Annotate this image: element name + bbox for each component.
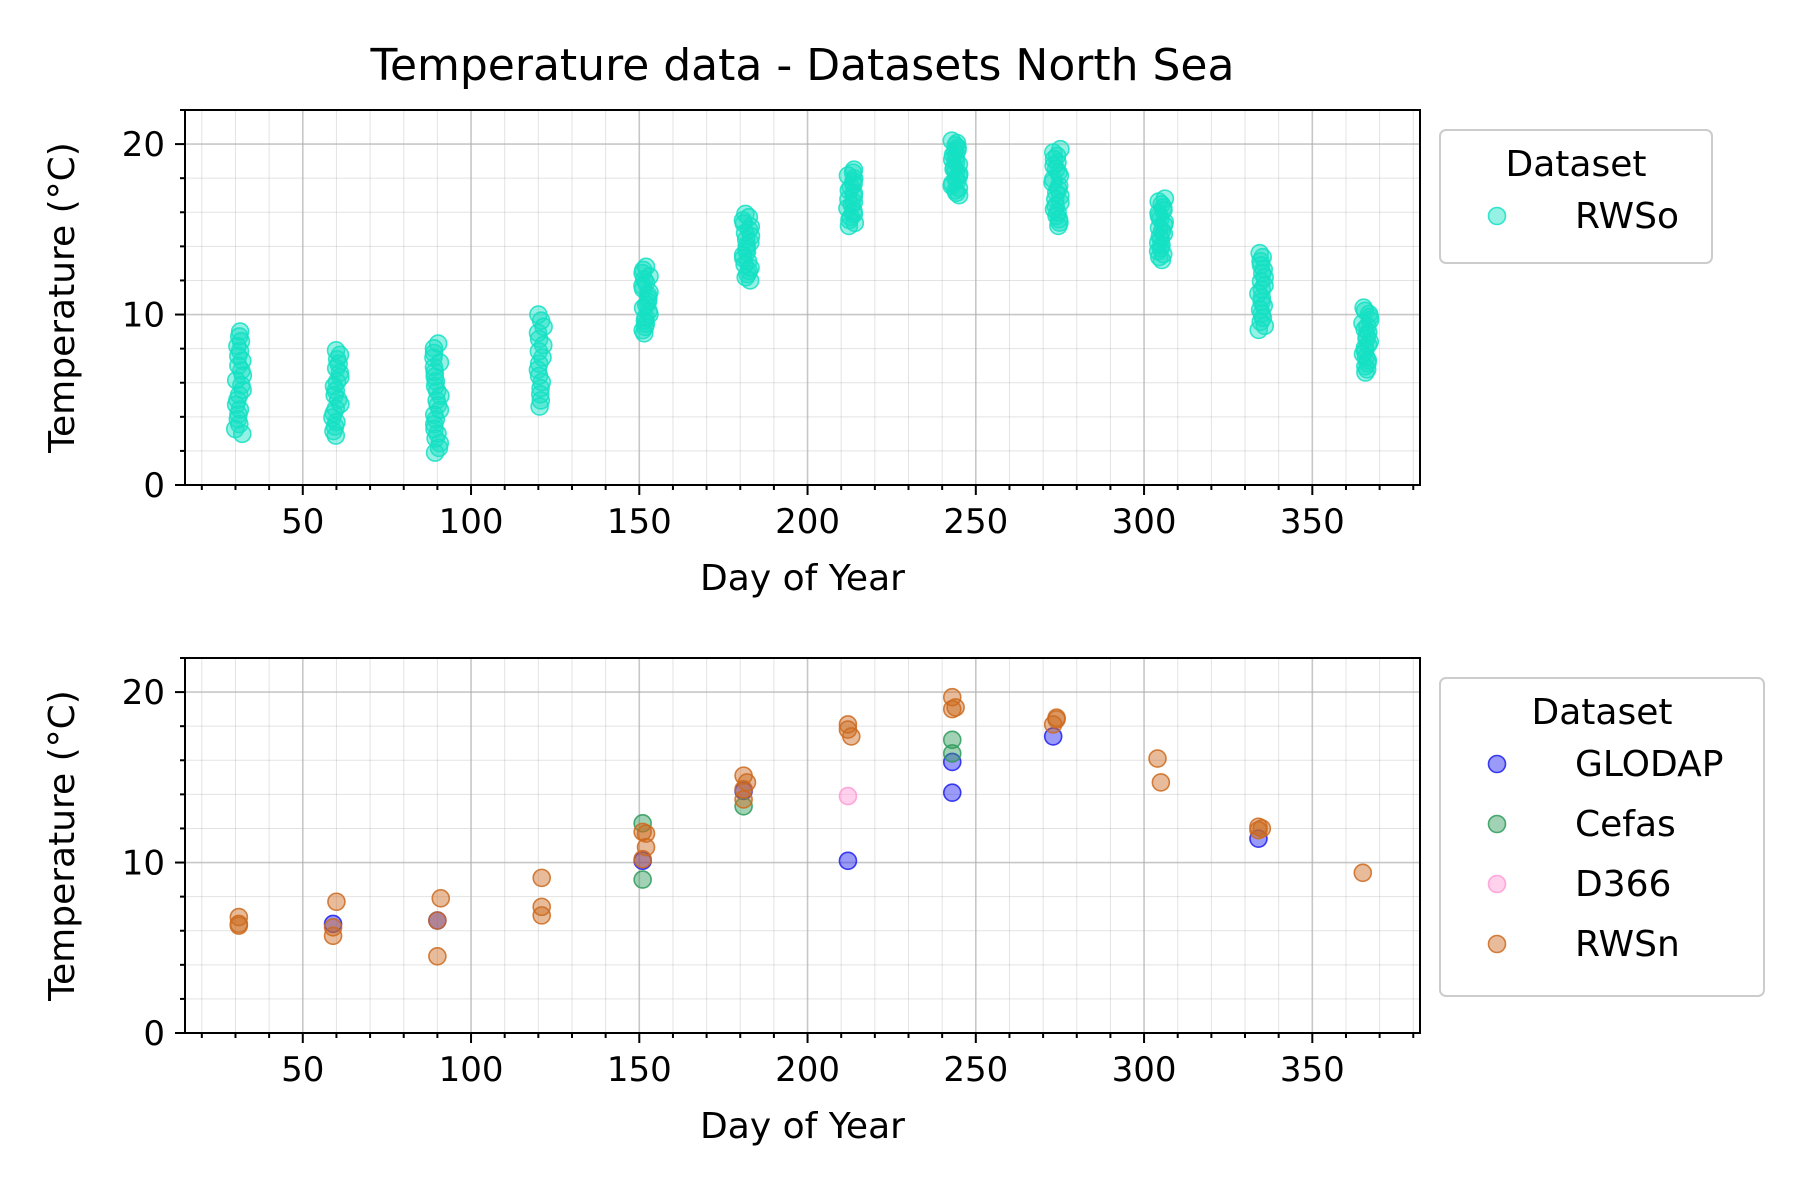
x-tick-label: 100 (439, 502, 504, 542)
data-point-D366 (838, 786, 858, 806)
data-point-RWSo (942, 131, 962, 150)
data-point-Cefas (942, 744, 962, 763)
series-RWSo (225, 131, 1380, 462)
x-tick-label: 200 (775, 1050, 840, 1090)
series-GLODAP (323, 727, 1268, 934)
data-point-RWSo (425, 419, 444, 439)
data-point-RWSn (838, 720, 858, 739)
data-point-RWSo (1354, 298, 1373, 318)
legend-marker-RWSo (1487, 206, 1507, 226)
x-tick-label: 100 (439, 1050, 504, 1090)
x-tick-label: 200 (775, 502, 840, 542)
legend-title: Dataset (1506, 144, 1647, 185)
data-point-RWSn (1047, 708, 1066, 727)
data-point-RWSn (942, 699, 962, 719)
legend: Dataset GLODAP Cefas D366 RWSn (1439, 677, 1765, 997)
chart-panel-1: 50 100 150 200 250 300 350 0 10 20 Day of Year Temp… (42, 40, 1713, 599)
x-axis-label: Day of Year (700, 1106, 905, 1147)
data-point-RWSo (1044, 149, 1064, 169)
x-tick-label: 350 (1280, 1050, 1345, 1090)
x-tick-label: 250 (943, 1050, 1008, 1090)
legend-label-GLODAP: GLODAP (1575, 744, 1723, 785)
y-tick-label: 0 (143, 1014, 165, 1054)
data-point-RWSn (1151, 773, 1171, 792)
legend-marker-GLODAP (1487, 754, 1507, 774)
data-point-RWSn (428, 911, 447, 930)
data-point-RWSn (1148, 749, 1167, 768)
legend-marker-D366 (1487, 874, 1507, 894)
data-point-RWSn (636, 824, 656, 843)
data-point-RWSn (532, 868, 552, 888)
data-point-RWSo (230, 322, 250, 341)
y-axis-label: Temperature (°C) (42, 690, 83, 1002)
data-point-RWSn (323, 926, 343, 946)
data-point-RWSo (428, 334, 448, 353)
data-point-RWSn (734, 779, 753, 799)
data-point-RWSo (634, 260, 653, 280)
data-point-RWSo (844, 160, 864, 179)
chart-title: Temperature data - Datasets North Sea (370, 40, 1235, 91)
data-point-RWSo (424, 343, 444, 363)
y-tick-label: 10 (122, 844, 165, 884)
x-tick-label: 250 (943, 502, 1008, 542)
data-point-RWSn (532, 906, 552, 925)
plot-area-frame (184, 109, 1421, 486)
legend-title: Dataset (1532, 692, 1673, 733)
data-point-RWSo (1155, 189, 1175, 208)
data-point-RWSn (327, 892, 346, 912)
data-point-RWSo (736, 204, 755, 224)
legend-box (1439, 129, 1713, 264)
legend-box (1439, 677, 1765, 997)
data-point-GLODAP (838, 851, 858, 871)
data-point-RWSn (1249, 820, 1268, 840)
data-point-RWSn (633, 849, 652, 869)
legend-label-RWSn: RWSn (1575, 924, 1680, 965)
data-point-RWSo (529, 305, 548, 324)
x-tick-label: 150 (607, 502, 672, 542)
data-point-RWSn (734, 790, 753, 809)
y-tick-label: 20 (122, 125, 165, 165)
legend-label-RWSo: RWSo (1575, 196, 1679, 237)
y-tick-label: 10 (122, 296, 165, 336)
data-point-RWSo (636, 257, 656, 277)
x-tick-label: 300 (1112, 502, 1177, 542)
series-D366 (838, 786, 858, 806)
y-tick-label: 20 (122, 673, 165, 713)
data-point-RWSo (1250, 243, 1269, 263)
data-point-RWSn (431, 889, 451, 908)
x-tick-label: 50 (281, 502, 324, 542)
series-RWSn (229, 687, 1373, 966)
data-point-RWSo (425, 367, 445, 387)
data-point-RWSn (229, 907, 249, 927)
data-point-RWSo (326, 341, 346, 360)
legend-marker-RWSn (1487, 934, 1507, 954)
data-point-RWSn (1353, 863, 1373, 883)
data-point-GLODAP (942, 783, 962, 802)
data-point-Cefas (942, 730, 962, 750)
legend-marker-Cefas (1487, 814, 1507, 834)
data-point-Cefas (633, 870, 652, 889)
legend-label-D366: D366 (1575, 864, 1671, 905)
data-point-RWSo (1051, 139, 1070, 159)
plot-area-frame (184, 657, 1421, 1034)
x-tick-label: 50 (281, 1050, 324, 1090)
y-tick-label: 0 (143, 466, 165, 506)
legend: Dataset RWSo (1439, 129, 1713, 264)
x-tick-label: 300 (1112, 1050, 1177, 1090)
x-tick-label: 350 (1280, 502, 1345, 542)
legend-label-Cefas: Cefas (1575, 804, 1676, 845)
series-Cefas (633, 730, 962, 889)
chart-panel-2: 50 100 150 200 250 300 350 0 10 20 Day of Year Temp… (42, 657, 1765, 1147)
data-point-RWSn (229, 914, 249, 934)
data-point-RWSn (428, 946, 447, 966)
x-axis-label: Day of Year (700, 558, 905, 599)
x-tick-label: 150 (607, 1050, 672, 1090)
y-axis-label: Temperature (°C) (42, 142, 83, 454)
